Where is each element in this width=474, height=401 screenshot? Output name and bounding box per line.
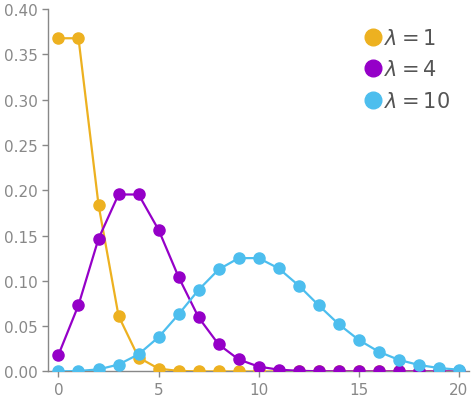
- Legend: $\lambda = 1$, $\lambda = 4$, $\lambda = 10$: $\lambda = 1$, $\lambda = 4$, $\lambda =…: [359, 20, 458, 120]
